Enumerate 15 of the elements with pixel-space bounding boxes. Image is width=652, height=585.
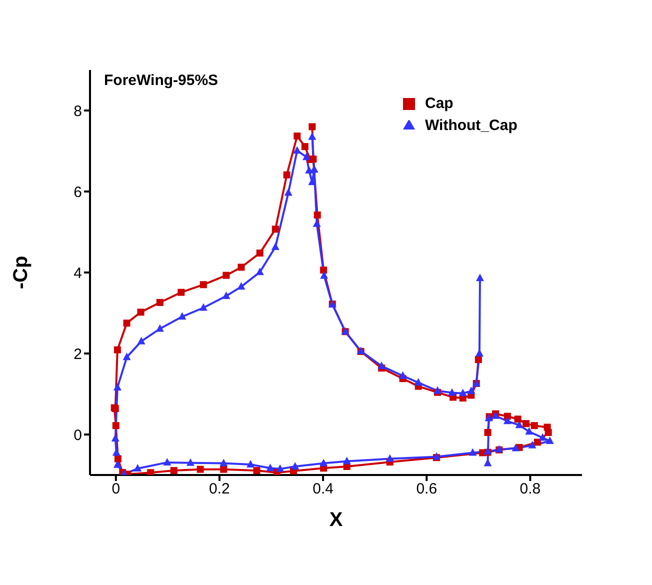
x-tick-label: 0.6 — [416, 480, 438, 498]
y-axis-title: -Cp — [10, 256, 32, 290]
chart-title: ForeWing-95%S — [104, 72, 218, 89]
y-tick-label: 4 — [74, 264, 82, 282]
legend-label: Cap — [425, 95, 454, 112]
x-tick-label: 0 — [112, 480, 120, 498]
x-tick-label: 0.8 — [520, 480, 541, 498]
x-tick-label: 0.4 — [312, 480, 334, 498]
x-axis-title: X — [329, 509, 344, 531]
y-tick-label: 8 — [74, 102, 82, 120]
y-tick-label: 6 — [74, 184, 82, 201]
legend-label: Without_Cap — [425, 117, 518, 134]
y-tick-label: 0 — [74, 426, 82, 444]
x-tick-label: 0.2 — [209, 480, 230, 498]
y-tick-label: 2 — [74, 346, 82, 363]
